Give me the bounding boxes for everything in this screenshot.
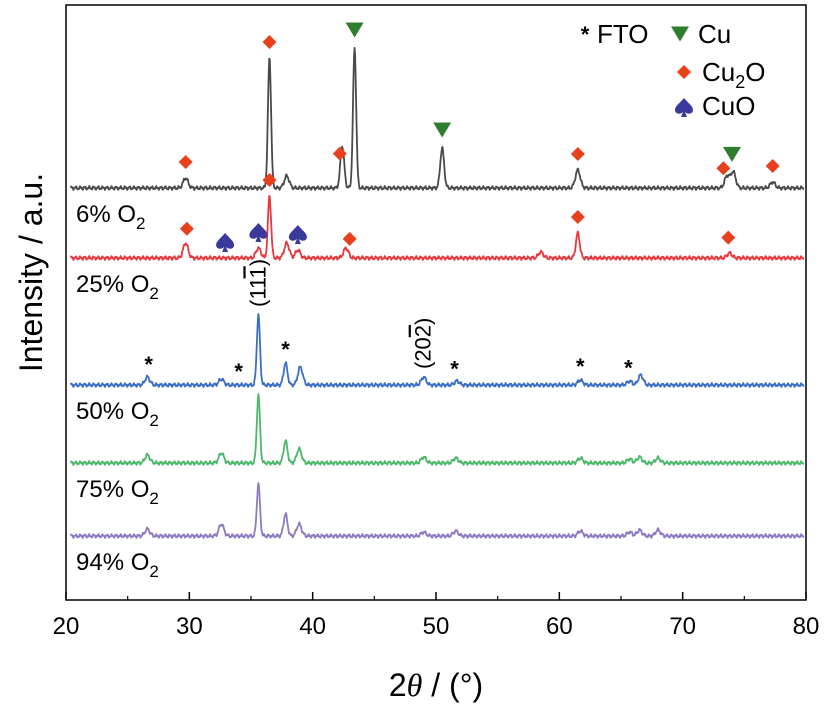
cu2o-diamond-marker (262, 35, 277, 49)
legend-spade-icon (675, 98, 693, 117)
cu2o-diamond-marker (570, 147, 585, 161)
legend-label-cuo: CuO (702, 91, 755, 121)
cu-triangle-marker (433, 122, 452, 138)
series-line (69, 313, 805, 388)
series-label: 25% O2 (76, 271, 159, 303)
x-axis-title: 2θ / (°) (389, 667, 483, 703)
cu2o-diamond-marker (342, 231, 357, 246)
legend-diamond-icon (677, 65, 691, 79)
legend-triangle-icon (671, 26, 689, 42)
cu2o-diamond-marker (262, 172, 277, 187)
series-line (69, 482, 805, 539)
x-tick-label: 60 (546, 613, 573, 640)
fto-star-marker: * (281, 337, 290, 362)
cu-triangle-marker (345, 22, 364, 38)
x-tick-label: 80 (793, 613, 820, 640)
series-line (69, 393, 805, 466)
cu2o-diamond-marker (765, 159, 780, 173)
x-tick-label: 20 (53, 613, 80, 640)
legend-label-cu2o: Cu2O (702, 57, 766, 92)
series-line (69, 46, 805, 191)
fto-star-marker: * (144, 352, 153, 377)
series-label: 6% O2 (76, 201, 146, 233)
series-line (69, 194, 805, 261)
cu2o-diamond-marker (716, 161, 731, 176)
cu2o-diamond-marker (721, 230, 736, 245)
x-tick-label: 40 (299, 613, 326, 640)
legend-label-cu: Cu (698, 19, 731, 49)
cuo-spade-marker (288, 224, 307, 244)
spade-shape (288, 224, 307, 244)
cu2o-diamond-marker (179, 221, 194, 236)
fto-star-marker: * (234, 359, 243, 384)
cu2o-diamond-marker (332, 146, 347, 161)
plot-layer: 20 30 40 50 60 70 80 2θ / (°) Intensity / a.u. 6%… (13, 4, 820, 703)
spade-shape (675, 98, 693, 117)
series-label: 50% O2 (76, 398, 159, 430)
fto-star-marker: * (576, 354, 585, 379)
miller-index-label: (111) (245, 259, 270, 307)
series-label: 94% O2 (76, 549, 159, 581)
x-tick-label: 50 (423, 613, 450, 640)
spade-shape (216, 233, 235, 252)
cu-triangle-marker (723, 146, 741, 162)
cu2o-diamond-marker (570, 210, 585, 224)
cuo-spade-marker (249, 223, 268, 242)
legend-star-icon: * (581, 22, 590, 47)
series-label: 75% O2 (76, 476, 159, 508)
y-axis-title: Intensity / a.u. (13, 173, 49, 372)
legend-label-fto: FTO (597, 19, 649, 49)
plot-frame (65, 4, 807, 601)
cu2o-diamond-marker (178, 155, 193, 169)
miller-index-label: (202) (411, 318, 436, 369)
spade-shape (249, 223, 268, 242)
fto-star-marker: * (624, 355, 633, 380)
cuo-spade-marker (216, 233, 235, 252)
x-tick-label: 70 (669, 613, 696, 640)
x-tick-label: 30 (176, 613, 203, 640)
fto-star-marker: * (450, 357, 459, 382)
